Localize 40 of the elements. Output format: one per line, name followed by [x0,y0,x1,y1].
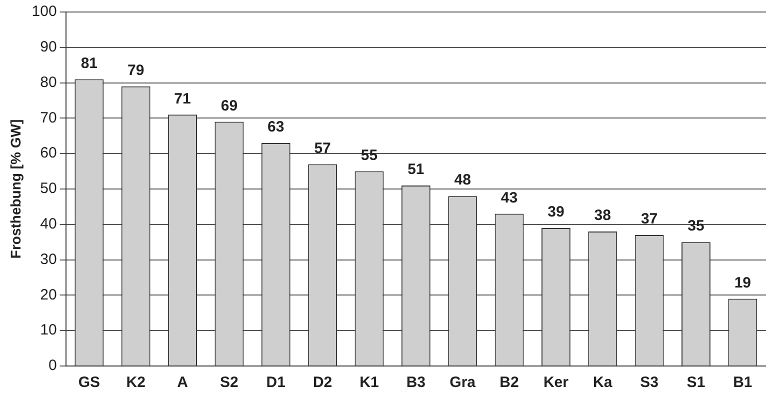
y-tick-label: 60 [40,144,57,162]
y-tick-label: 100 [32,3,57,20]
x-tick-label: K2 [126,374,146,392]
data-label: 43 [500,189,518,206]
data-label: 39 [548,204,564,221]
x-tick-label: S2 [220,374,238,392]
y-tick-label: 30 [40,250,57,268]
x-tick-label: A [177,374,188,392]
x-tick-label: S1 [686,374,706,392]
y-tick-label: 50 [40,180,57,198]
x-tick-label: B2 [500,374,519,392]
y-tick-label: 70 [40,109,57,126]
data-label: 63 [268,118,284,136]
data-label: 51 [408,161,424,178]
data-label: 38 [594,207,611,224]
data-label: 19 [734,274,752,292]
data-label: 71 [174,90,191,108]
y-tick-label: 40 [40,216,57,233]
data-label: 48 [454,172,471,189]
y-tick-label: 10 [40,322,57,339]
x-tick-label: B1 [733,374,752,392]
y-axis-title: Frosthebung [% GW] [7,119,24,259]
y-tick-label: 0 [48,357,57,374]
data-label: 79 [128,62,144,79]
data-label: 57 [314,140,331,157]
y-tick-label: 80 [40,74,57,91]
x-tick-label: Ka [593,374,613,392]
x-tick-label: B3 [406,374,426,392]
x-tick-label: S3 [640,374,658,392]
data-label: 37 [640,210,658,228]
x-tick-label: Gra [450,374,476,392]
x-tick-label: K1 [360,374,379,392]
x-tick-label: D2 [312,374,332,392]
x-tick-label: D1 [266,374,286,392]
y-tick-label: 90 [40,38,57,56]
y-tick-label: 20 [40,286,57,304]
data-label: 81 [80,54,98,72]
x-tick-label: Ker [543,374,569,392]
x-tick-label: GS [78,374,100,392]
data-label: 69 [220,97,238,114]
